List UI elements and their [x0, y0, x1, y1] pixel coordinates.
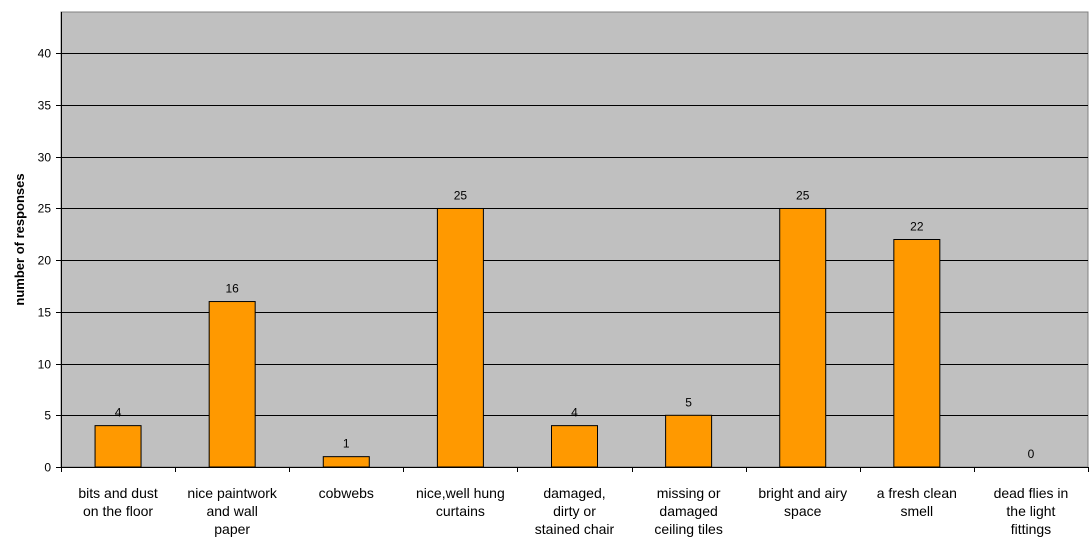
x-category-label: and wall	[206, 503, 257, 519]
data-label: 22	[910, 220, 924, 234]
y-tick-label: 20	[38, 254, 52, 268]
bar	[436, 207, 484, 468]
y-tick-label: 15	[38, 306, 52, 320]
y-tick-label: 10	[38, 358, 52, 372]
data-label: 0	[1028, 447, 1035, 461]
x-category-label: missing or	[657, 485, 721, 501]
x-category-label: a fresh clean	[877, 485, 957, 501]
y-tick-label: 35	[38, 99, 52, 113]
data-label: 4	[115, 406, 122, 420]
data-label: 4	[571, 406, 578, 420]
x-category-label: dirty or	[553, 503, 596, 519]
y-tick-label: 30	[38, 151, 52, 165]
y-axis-title: number of responses	[12, 173, 27, 305]
x-category-label: the light	[1006, 503, 1055, 519]
x-category-label: on the floor	[83, 503, 153, 519]
data-label: 5	[685, 395, 692, 409]
x-category-label: damaged	[659, 503, 717, 519]
y-tick-label: 25	[38, 202, 52, 216]
bars	[94, 207, 941, 468]
x-category-label: smell	[900, 503, 933, 519]
y-tick-label: 40	[38, 47, 52, 61]
x-category-label: fittings	[1011, 521, 1051, 537]
axes	[56, 12, 1089, 472]
x-category-label: bright and airy	[758, 485, 847, 501]
x-category-label: space	[784, 503, 822, 519]
x-category-label: nice paintwork	[187, 485, 277, 501]
bar	[779, 207, 827, 468]
y-tick-label: 0	[44, 461, 51, 475]
x-category-label: dead flies in	[994, 485, 1069, 501]
bar	[208, 301, 256, 468]
bar	[551, 425, 598, 468]
x-category-label: cobwebs	[319, 485, 374, 501]
data-label: 1	[343, 437, 350, 451]
x-category-label: paper	[214, 521, 250, 537]
x-category-label: nice,well hung	[416, 485, 505, 501]
data-label: 25	[796, 188, 810, 202]
data-label: 25	[454, 188, 468, 202]
y-tick-label: 5	[44, 409, 51, 423]
bar	[665, 414, 713, 468]
x-category-label: curtains	[436, 503, 485, 519]
x-category-label: ceiling tiles	[654, 521, 722, 537]
bar	[94, 425, 142, 468]
data-label: 16	[225, 282, 239, 296]
x-category-label: stained chair	[535, 521, 615, 537]
x-category-label: damaged,	[543, 485, 605, 501]
bar	[322, 456, 370, 468]
x-category-label: bits and dust	[78, 485, 157, 501]
bar	[893, 239, 941, 468]
